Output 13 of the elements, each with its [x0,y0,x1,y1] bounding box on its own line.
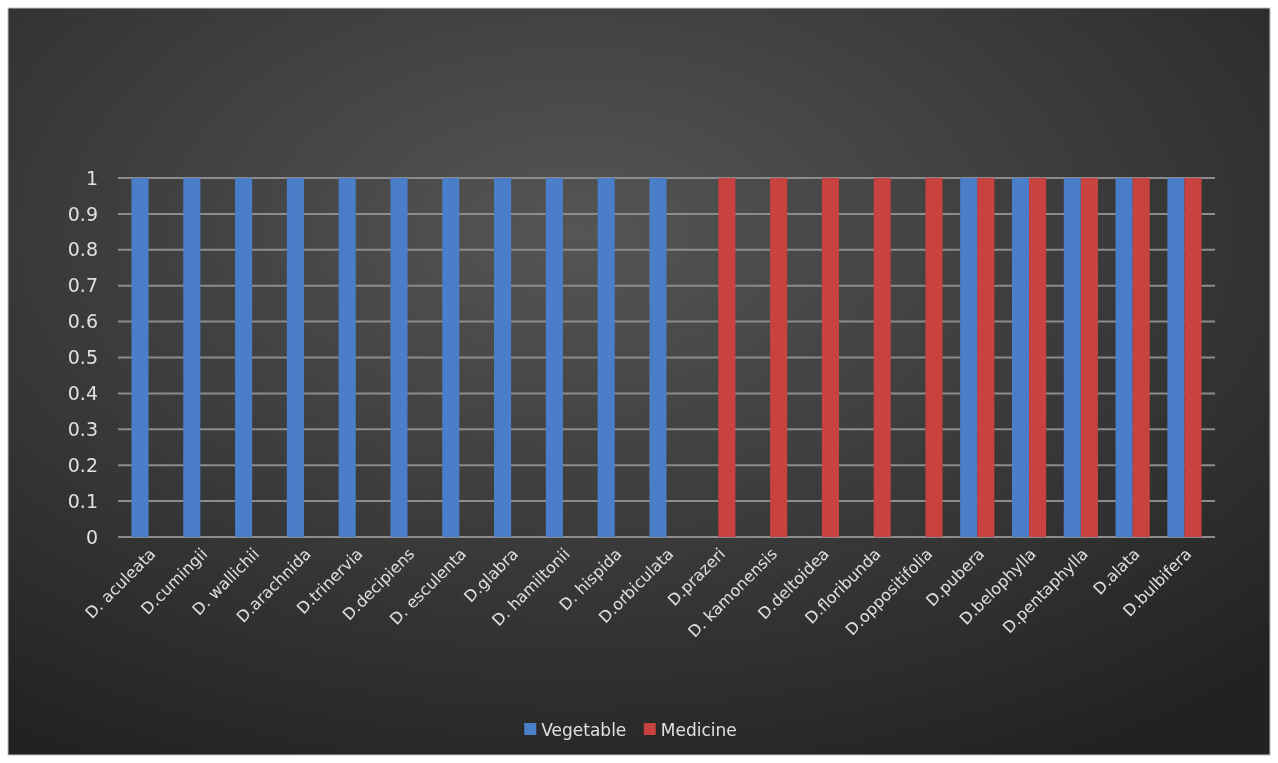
y-tick-label: 0.3 [67,417,98,440]
y-tick-label: 0.8 [67,238,98,261]
y-tick-label: 0.1 [67,489,98,512]
y-tick-label: 0.2 [67,453,98,476]
y-tick-label: 0.5 [67,346,98,369]
y-tick-label: 1 [85,166,98,189]
y-tick-label: 0.4 [67,382,98,405]
y-tick-label: 0.6 [67,310,98,333]
y-tick-label: 0.9 [67,202,98,225]
y-tick-label: 0 [85,525,98,548]
y-tick-label: 0.7 [67,274,98,297]
legend-label: Medicine [660,719,737,740]
legend-label: Vegetable [541,719,627,740]
